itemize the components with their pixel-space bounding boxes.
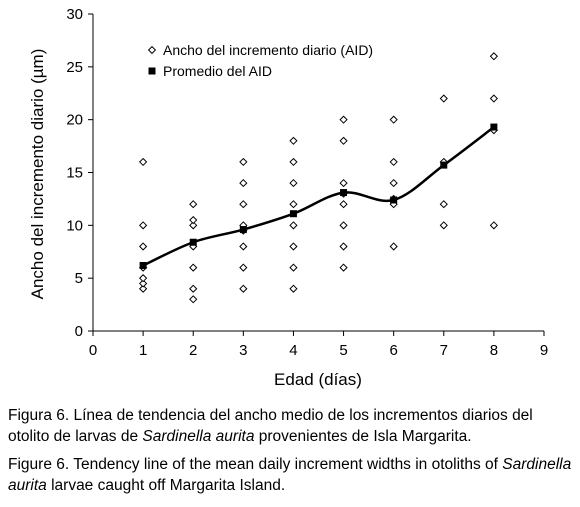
mean-point	[440, 161, 448, 169]
x-tick-label: 0	[89, 342, 97, 359]
y-tick-label: 5	[75, 270, 83, 287]
aid-point	[389, 242, 398, 251]
aid-point	[289, 178, 298, 188]
y-tick-label: 20	[66, 112, 83, 129]
aid-point	[289, 221, 298, 230]
aid-point	[189, 284, 198, 293]
caption-english: Figure 6. Tendency line of the mean dail…	[8, 454, 574, 496]
y-tick-label: 25	[66, 59, 83, 76]
y-tick-label: 15	[66, 165, 83, 182]
aid-point	[339, 242, 348, 251]
x-tick-label: 8	[490, 342, 498, 359]
aid-point	[289, 284, 298, 293]
aid-point	[139, 274, 148, 283]
aid-point	[239, 242, 248, 251]
mean-point	[340, 189, 348, 197]
mean-point	[239, 226, 247, 234]
y-tick-label: 10	[66, 217, 83, 234]
x-tick-label: 5	[339, 342, 347, 359]
legend-label-aid: Ancho del incremento diario (AID)	[163, 42, 373, 58]
caption-label: Figure 6.	[8, 456, 70, 473]
aid-point	[189, 263, 198, 272]
caption-spanish: Figura 6. Línea de tendencia del ancho m…	[8, 405, 574, 447]
aid-point	[139, 157, 148, 167]
aid-point	[489, 52, 498, 61]
legend-marker-mean	[148, 67, 156, 75]
x-tick-label: 7	[440, 342, 448, 359]
aid-point	[189, 221, 198, 230]
aid-point	[289, 136, 298, 145]
aid-point	[139, 279, 148, 288]
caption-species: Sardinella aurita	[142, 428, 255, 445]
aid-point	[139, 242, 148, 251]
aid-point	[489, 221, 498, 230]
aid-point	[439, 200, 448, 209]
aid-point	[189, 200, 198, 209]
aid-point	[389, 178, 398, 188]
legend-label-mean: Promedio del AID	[163, 63, 272, 79]
aid-point	[339, 200, 348, 209]
aid-point	[239, 284, 248, 293]
aid-point	[289, 242, 298, 251]
y-tick-label: 30	[66, 6, 83, 23]
axes	[88, 13, 545, 336]
x-axis-label: Edad (días)	[274, 370, 362, 389]
caption-text: provenientes de Isla Margarita.	[254, 428, 472, 445]
mean-point	[139, 261, 147, 269]
aid-point	[139, 284, 148, 293]
aid-point	[239, 263, 248, 272]
aid-point	[339, 115, 348, 124]
aid-point	[139, 221, 148, 230]
x-tick-label: 4	[289, 342, 297, 359]
chart: 0 1 2 3 4 5 6 7 8 9 0 5 10 15 20 25 30 Ancho del increme…	[28, 6, 548, 389]
caption-label: Figura 6.	[8, 407, 70, 424]
caption-species: Sardinella aurita	[8, 456, 572, 494]
aid-point	[489, 94, 498, 103]
x-tick-label: 6	[389, 342, 397, 359]
aid-point	[289, 200, 298, 209]
tick-labels: 0 1 2 3 4 5 6 7 8 9 0 5 10 15 20 25 30	[66, 6, 548, 359]
aid-point	[239, 200, 248, 209]
x-tick-label: 3	[239, 342, 247, 359]
aid-point	[339, 263, 348, 272]
caption-text: Tendency line of the mean daily incremen…	[69, 456, 503, 473]
aid-point	[339, 221, 348, 230]
mean-point	[490, 123, 498, 131]
aid-point	[439, 94, 448, 103]
mean-point	[289, 210, 297, 218]
legend: Ancho del incremento diario (AID) Promedi…	[147, 42, 373, 79]
aid-point	[289, 157, 298, 167]
x-tick-label: 9	[540, 342, 548, 359]
mean-point	[189, 238, 197, 246]
aid-point	[189, 295, 198, 304]
aid-point	[289, 263, 298, 272]
trend-line	[142, 126, 495, 267]
aid-point	[239, 178, 248, 188]
aid-point	[189, 215, 198, 225]
aid-point	[339, 178, 348, 188]
aid-point	[339, 136, 348, 145]
x-tick-label: 2	[189, 342, 197, 359]
y-tick-label: 0	[75, 323, 83, 340]
caption-text: larvae caught off Margarita Island.	[46, 477, 286, 494]
data-marks	[139, 52, 498, 304]
mean-point	[390, 196, 398, 204]
legend-marker-aid	[147, 45, 157, 55]
caption-text: Línea de tendencia del ancho medio de lo…	[8, 407, 533, 445]
aid-point	[389, 157, 398, 167]
aid-point	[439, 221, 448, 230]
aid-point	[389, 115, 398, 124]
x-tick-label: 1	[139, 342, 147, 359]
aid-point	[239, 157, 248, 167]
y-axis-label: Ancho del incremento diario (µm)	[28, 49, 47, 300]
